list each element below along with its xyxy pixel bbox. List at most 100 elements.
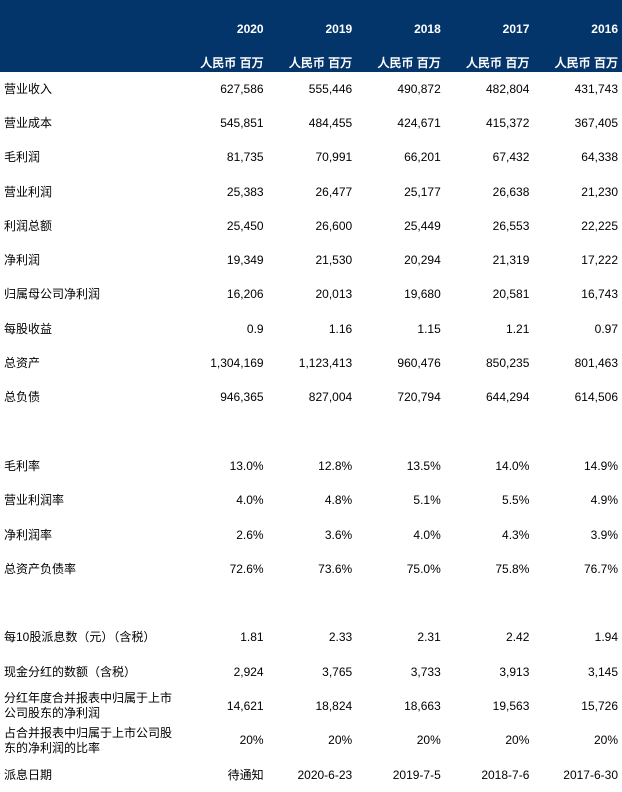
cell-value: 827,004 xyxy=(308,390,353,405)
row-label: 现金分红的数额（含税） xyxy=(4,664,137,679)
cell-value: 2.42 xyxy=(506,630,530,645)
row-label: 总资产负债率 xyxy=(4,561,77,576)
cell-value: 415,372 xyxy=(485,115,530,130)
cell-value: 2018-7-6 xyxy=(481,767,530,782)
cell-value: 5.1% xyxy=(413,493,441,508)
table-row: 净利润 19,349 21,530 20,294 21,319 17,222 xyxy=(0,243,622,277)
cell-value: 720,794 xyxy=(397,390,441,405)
cell-value: 484,455 xyxy=(308,115,353,130)
cell-value: 3,765 xyxy=(322,664,353,679)
cell-value: 20% xyxy=(416,733,441,748)
cell-value: 490,872 xyxy=(397,81,441,96)
cell-value: 20,013 xyxy=(315,287,353,302)
table-body: 营业收入 627,586 555,446 490,872 482,804 431,743 营… xyxy=(0,72,622,792)
cell-value: 21,319 xyxy=(492,253,530,268)
cell-value: 482,804 xyxy=(485,81,530,96)
row-label: 归属母公司净利润 xyxy=(4,287,101,302)
cell-value: 19,563 xyxy=(492,698,530,713)
cell-value: 4.8% xyxy=(324,493,353,508)
table-row: 总资产 1,304,169 1,123,413 960,476 850,235 801,4… xyxy=(0,346,622,380)
cell-value: 2020-6-23 xyxy=(297,767,353,782)
cell-value: 70,991 xyxy=(315,150,353,165)
row-label: 营业利润 xyxy=(4,184,53,199)
cell-value: 25,177 xyxy=(404,184,441,199)
cell-value: 4.0% xyxy=(236,493,264,508)
cell-value: 64,338 xyxy=(581,150,618,165)
cell-value: 20% xyxy=(593,733,618,748)
cell-value: 20% xyxy=(328,733,353,748)
cell-value: 614,506 xyxy=(574,390,618,405)
cell-value: 13.0% xyxy=(229,458,264,473)
header-blank xyxy=(0,0,179,54)
cell-value: 13.5% xyxy=(406,458,441,473)
unit-header: 人民币 百万 xyxy=(356,54,445,72)
cell-value: 2.6% xyxy=(236,527,264,542)
cell-value: 18,824 xyxy=(315,698,353,713)
row-label: 每股收益 xyxy=(4,321,53,336)
cell-value: 367,405 xyxy=(574,115,618,130)
cell-value: 424,671 xyxy=(397,115,441,130)
cell-value: 26,600 xyxy=(315,218,353,233)
cell-value: 14.9% xyxy=(583,458,618,473)
unit-header: 人民币 百万 xyxy=(533,54,622,72)
cell-value: 0.9 xyxy=(246,321,264,336)
cell-value: 3,913 xyxy=(499,664,530,679)
row-label: 利润总额 xyxy=(4,218,53,233)
cell-value: 75.0% xyxy=(406,561,441,576)
table-row: 毛利润 81,735 70,991 66,201 67,432 64,338 xyxy=(0,141,622,175)
cell-value: 960,476 xyxy=(397,356,441,371)
row-label: 占合并报表中归属于上市公司股东的净利润的比率 xyxy=(4,725,173,755)
cell-value: 26,638 xyxy=(492,184,530,199)
table-row: 总资产负债率 72.6% 73.6% 75.0% 75.8% 76.7% xyxy=(0,552,622,586)
unit-header: 人民币 百万 xyxy=(267,54,357,72)
cell-value: 644,294 xyxy=(485,390,530,405)
cell-value: 20,294 xyxy=(404,253,441,268)
cell-value: 21,530 xyxy=(315,253,353,268)
cell-value: 0.97 xyxy=(594,321,618,336)
row-label: 营业利润率 xyxy=(4,493,65,508)
cell-value: 22,225 xyxy=(581,218,618,233)
spacer-row xyxy=(0,415,622,449)
cell-value: 3,145 xyxy=(587,664,618,679)
cell-value: 14.0% xyxy=(495,458,530,473)
cell-value: 20,581 xyxy=(492,287,530,302)
row-label: 净利润 xyxy=(4,253,41,268)
table-row: 派息日期 待通知 2020-6-23 2019-7-5 2018-7-6 2017-6-3… xyxy=(0,758,622,792)
table-row: 占合并报表中归属于上市公司股东的净利润的比率 20% 20% 20% 20% 20% xyxy=(0,724,622,758)
table-row: 营业利润率 4.0% 4.8% 5.1% 5.5% 4.9% xyxy=(0,484,622,518)
table-row: 毛利率 13.0% 12.8% 13.5% 14.0% 14.9% xyxy=(0,449,622,483)
table-row: 利润总额 25,450 26,600 25,449 26,553 22,225 xyxy=(0,209,622,243)
cell-value: 2019-7-5 xyxy=(392,767,441,782)
table-row: 总负债 946,365 827,004 720,794 644,294 614,506 xyxy=(0,381,622,415)
unit-header: 人民币 百万 xyxy=(179,54,268,72)
cell-value: 72.6% xyxy=(229,561,264,576)
year-header: 2020 xyxy=(179,0,268,54)
cell-value: 14,621 xyxy=(226,698,264,713)
cell-value: 2017-6-30 xyxy=(563,767,618,782)
row-label: 派息日期 xyxy=(4,767,53,782)
cell-value: 16,743 xyxy=(581,287,618,302)
cell-value: 1.16 xyxy=(328,321,353,336)
cell-value: 3.6% xyxy=(324,527,353,542)
cell-value: 16,206 xyxy=(226,287,264,302)
cell-value: 1.81 xyxy=(240,630,264,645)
table-row: 营业收入 627,586 555,446 490,872 482,804 431,743 xyxy=(0,72,622,106)
row-label: 营业收入 xyxy=(4,81,53,96)
cell-value: 18,663 xyxy=(404,698,441,713)
cell-value: 1.94 xyxy=(594,630,618,645)
cell-value: 1,123,413 xyxy=(298,356,353,371)
unit-header: 人民币 百万 xyxy=(444,54,534,72)
cell-value: 5.5% xyxy=(502,493,530,508)
table-row: 归属母公司净利润 16,206 20,013 19,680 20,581 16,743 xyxy=(0,278,622,312)
year-header: 2016 xyxy=(533,0,622,54)
cell-value: 21,230 xyxy=(581,184,618,199)
table-row: 分红年度合并报表中归属于上市公司股东的净利润 14,621 18,824 18,663… xyxy=(0,689,622,723)
cell-value: 15,726 xyxy=(581,698,618,713)
cell-value: 76.7% xyxy=(583,561,618,576)
cell-value: 12.8% xyxy=(318,458,353,473)
cell-value: 3.9% xyxy=(590,527,618,542)
year-header: 2019 xyxy=(267,0,357,54)
header-blank xyxy=(0,54,179,72)
cell-value: 3,733 xyxy=(410,664,441,679)
